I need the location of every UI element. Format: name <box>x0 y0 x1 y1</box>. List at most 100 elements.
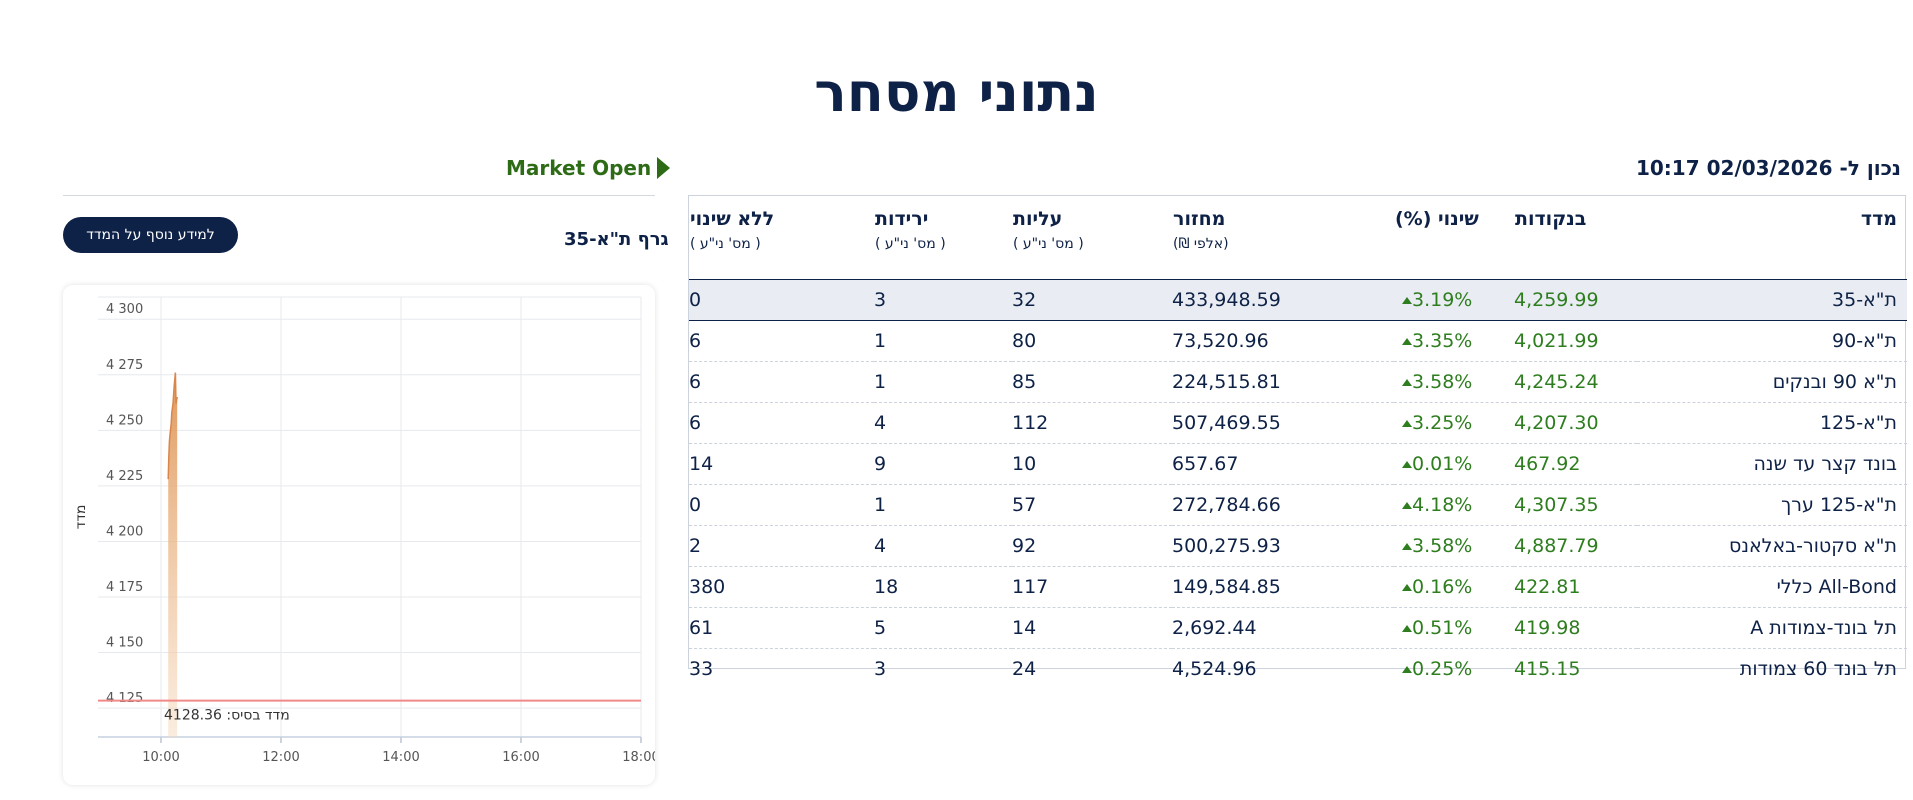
index-change: 3.58% <box>1394 525 1514 567</box>
table-row[interactable]: ת"א-35 4,259.99 3.19% 433,948.59 32 3 0 <box>689 279 1907 321</box>
declines-count: 4 <box>874 402 1012 444</box>
index-turnover: 657.67 <box>1172 443 1394 485</box>
more-info-button[interactable]: למידע נוסף על המדד <box>63 217 238 253</box>
table-header: מדד בנקודות שינוי (%) מחזור (אלפי ₪) עליות( מ… <box>689 196 1907 280</box>
index-name: ת"א-35 <box>1637 279 1907 321</box>
x-tick-label: 14:00 <box>382 750 419 765</box>
index-points: 467.92 <box>1514 443 1637 485</box>
index-turnover: 73,520.96 <box>1172 320 1394 362</box>
triangle-up-icon <box>1402 625 1412 632</box>
index-turnover: 500,275.93 <box>1172 525 1394 567</box>
table-row[interactable]: ת"א 90 ובנקים 4,245.24 3.58% 224,515.81 85 1 6 <box>689 361 1907 403</box>
y-tick-label: 4 300 <box>106 302 143 317</box>
play-icon <box>657 157 671 179</box>
declines-count: 1 <box>874 361 1012 403</box>
unchanged-count: 0 <box>689 279 874 321</box>
column-header: מדד <box>1860 208 1897 230</box>
unchanged-count: 33 <box>689 648 874 689</box>
triangle-up-icon <box>1402 502 1412 509</box>
table-row[interactable]: תל בונד-צמודות A 419.98 0.51% 2,692.44 14 5 61 <box>689 607 1907 649</box>
page-title: נתוני מסחר <box>814 61 1099 124</box>
x-tick-label: 12:00 <box>262 750 299 765</box>
market-status-label: Market Open <box>506 156 652 180</box>
index-name: תל בונד-צמודות A <box>1637 607 1907 649</box>
y-tick-label: 4 150 <box>106 636 143 651</box>
advances-count: 24 <box>1012 648 1172 689</box>
table-row[interactable]: בונד קצר עד שנה 467.92 0.01% 657.67 10 9 14 <box>689 443 1907 485</box>
unchanged-count: 2 <box>689 525 874 567</box>
declines-count: 18 <box>874 566 1012 608</box>
triangle-up-icon <box>1402 379 1412 386</box>
index-points: 4,887.79 <box>1514 525 1637 567</box>
x-tick-label: 16:00 <box>502 750 539 765</box>
index-turnover: 149,584.85 <box>1172 566 1394 608</box>
index-change: 0.51% <box>1394 607 1514 649</box>
table-row[interactable]: ת"א-125 ערך 4,307.35 4.18% 272,784.66 57 1 0 <box>689 484 1907 526</box>
triangle-up-icon <box>1402 543 1412 550</box>
market-status: Market Open <box>506 156 671 180</box>
table-row[interactable]: תל בונד 60 צמודות 415.15 0.25% 4,524.96 24 3 3… <box>689 648 1907 689</box>
declines-count: 5 <box>874 607 1012 649</box>
advances-count: 112 <box>1012 402 1172 444</box>
index-name: בונד קצר עד שנה <box>1637 443 1907 485</box>
x-tick-label: 18:00 <box>622 750 655 765</box>
index-points: 4,207.30 <box>1514 402 1637 444</box>
index-name: ת"א-90 <box>1637 320 1907 362</box>
unchanged-count: 14 <box>689 443 874 485</box>
x-tick-label: 10:00 <box>142 750 179 765</box>
index-name: ת"א-125 ערך <box>1637 484 1907 526</box>
y-tick-label: 4 125 <box>106 691 143 706</box>
index-chart[interactable]: 4 125 4 150 4 175 4 200 4 225 4 250 4 275 4 300… <box>63 285 660 785</box>
index-turnover: 224,515.81 <box>1172 361 1394 403</box>
index-name: ת"א סקטור-באלאנס <box>1637 525 1907 567</box>
unchanged-count: 61 <box>689 607 874 649</box>
index-change: 3.19% <box>1394 279 1514 321</box>
index-change: 4.18% <box>1394 484 1514 526</box>
triangle-up-icon <box>1402 461 1412 468</box>
index-points: 419.98 <box>1514 607 1637 649</box>
index-turnover: 507,469.55 <box>1172 402 1394 444</box>
declines-count: 1 <box>874 320 1012 362</box>
table-row[interactable]: ת"א-125 4,207.30 3.25% 507,469.55 112 4 6 <box>689 402 1907 444</box>
triangle-up-icon <box>1402 297 1412 304</box>
index-name: תל בונד 60 צמודות <box>1637 648 1907 689</box>
column-header: מחזור (אלפי ₪) <box>1173 208 1229 252</box>
table-row[interactable]: ת"א סקטור-באלאנס 4,887.79 3.58% 500,275.93 9… <box>689 525 1907 567</box>
y-tick-label: 4 175 <box>106 580 143 595</box>
column-header: בנקודות <box>1515 208 1587 230</box>
indices-table: מדד בנקודות שינוי (%) מחזור (אלפי ₪) עליות( מ… <box>688 195 1907 689</box>
baseline-label: מדד בסיס: 4128.36 <box>164 708 290 724</box>
index-points: 4,021.99 <box>1514 320 1637 362</box>
advances-count: 10 <box>1012 443 1172 485</box>
index-change: 3.25% <box>1394 402 1514 444</box>
index-points: 415.15 <box>1514 648 1637 689</box>
y-tick-label: 4 225 <box>106 469 143 484</box>
advances-count: 85 <box>1012 361 1172 403</box>
column-header: עליות( מס' ני"ע ) <box>1013 208 1084 252</box>
triangle-up-icon <box>1402 584 1412 591</box>
table-row[interactable]: All-Bond כללי 422.81 0.16% 149,584.85 117 18 3… <box>689 566 1907 608</box>
index-name: ת"א-125 <box>1637 402 1907 444</box>
advances-count: 14 <box>1012 607 1172 649</box>
column-header: שינוי (%) <box>1395 208 1479 230</box>
as-of-timestamp: נכון ל- 02/03/2026 10:17 <box>1635 156 1901 180</box>
index-change: 0.16% <box>1394 566 1514 608</box>
index-chart-card: 4 125 4 150 4 175 4 200 4 225 4 250 4 275 4 300… <box>63 285 660 785</box>
triangle-up-icon <box>1402 338 1412 345</box>
triangle-up-icon <box>1402 666 1412 673</box>
index-change: 0.25% <box>1394 648 1514 689</box>
index-name: All-Bond כללי <box>1637 566 1907 608</box>
y-axis-label: מדד <box>73 505 89 530</box>
index-turnover: 2,692.44 <box>1172 607 1394 649</box>
y-tick-label: 4 200 <box>106 524 143 539</box>
index-points: 4,245.24 <box>1514 361 1637 403</box>
table-row[interactable]: ת"א-90 4,021.99 3.35% 73,520.96 80 1 6 <box>689 320 1907 362</box>
unchanged-count: 6 <box>689 361 874 403</box>
advances-count: 32 <box>1012 279 1172 321</box>
index-turnover: 4,524.96 <box>1172 648 1394 689</box>
advances-count: 117 <box>1012 566 1172 608</box>
chart-title: גרף ת"א-35 <box>564 229 669 250</box>
advances-count: 57 <box>1012 484 1172 526</box>
unchanged-count: 6 <box>689 320 874 362</box>
index-line <box>167 372 178 480</box>
